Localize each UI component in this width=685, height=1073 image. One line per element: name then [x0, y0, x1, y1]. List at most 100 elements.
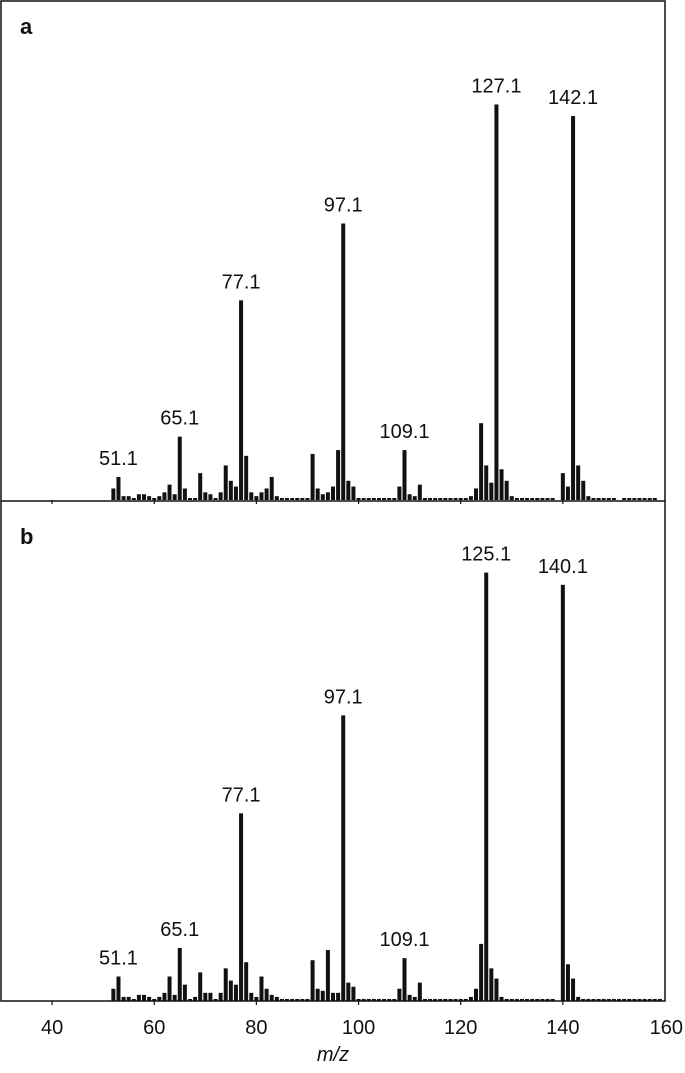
peak-bar-a-152 — [622, 498, 627, 500]
peak-bar-a-145 — [586, 496, 591, 500]
peak-bar-b-63 — [167, 976, 172, 1001]
peak-bar-b-123 — [474, 988, 479, 1001]
panel-letter-a: a — [20, 14, 33, 39]
peak-bar-a-99 — [351, 486, 356, 500]
peak-bar-b-91 — [310, 960, 315, 1001]
peak-bar-a-52 — [111, 488, 116, 500]
peak-bar-b-134 — [530, 998, 535, 1001]
peak-bar-a-150 — [611, 498, 616, 500]
peak-bar-a-53 — [116, 476, 121, 500]
peak-bar-b-141 — [565, 964, 570, 1001]
spectrum-panel-b: b 51.1 65.1 77.1 97.1 109.1 125.1 140.1 — [20, 524, 662, 1005]
peak-bar-a-62 — [162, 492, 167, 500]
peak-label-b-6: 140.1 — [538, 556, 588, 578]
peak-bar-a-114 — [428, 498, 433, 500]
peak-bar-a-82 — [264, 488, 269, 500]
peak-bar-b-59 — [147, 996, 152, 1001]
peak-bar-b-94 — [325, 950, 330, 1001]
peak-bar-b-158 — [652, 998, 657, 1001]
peak-bar-b-86 — [285, 998, 290, 1001]
peak-bar-b-90 — [305, 998, 310, 1001]
peak-bar-a-59 — [147, 496, 152, 500]
peak-bar-a-107 — [392, 498, 397, 500]
peak-bar-a-77 — [239, 300, 244, 500]
peak-bar-b-150 — [611, 998, 616, 1001]
peak-bar-b-79 — [249, 992, 254, 1001]
peak-bar-a-157 — [647, 498, 652, 500]
peak-bar-a-104 — [376, 498, 381, 500]
peak-bar-b-57 — [136, 994, 141, 1001]
peak-bar-a-118 — [448, 498, 453, 500]
peak-bar-b-113 — [422, 998, 427, 1001]
peak-bar-b-145 — [586, 998, 591, 1001]
peak-bar-a-126 — [489, 482, 494, 500]
peak-bar-b-53 — [116, 976, 121, 1001]
peak-bar-b-152 — [622, 998, 627, 1001]
peak-bar-b-114 — [428, 998, 433, 1001]
peak-bar-b-143 — [576, 996, 581, 1001]
peak-bar-a-57 — [136, 494, 141, 500]
peak-bar-a-129 — [504, 480, 509, 500]
peak-bar-b-89 — [300, 998, 305, 1001]
peak-bar-a-56 — [131, 498, 136, 500]
peak-bar-a-111 — [412, 496, 417, 500]
peak-bar-b-120 — [458, 998, 463, 1001]
peak-bar-a-123 — [474, 488, 479, 500]
peak-bar-a-102 — [366, 498, 371, 500]
peak-bar-a-81 — [259, 492, 264, 500]
peak-bar-b-147 — [596, 998, 601, 1001]
peak-label-b-0: 51.1 — [99, 948, 138, 970]
peak-bar-a-148 — [601, 498, 606, 500]
peak-bar-a-65 — [177, 436, 182, 500]
peak-bar-b-105 — [382, 998, 387, 1001]
peak-bar-a-103 — [371, 498, 376, 500]
peak-bar-b-104 — [376, 998, 381, 1001]
peak-bar-a-87 — [290, 498, 295, 500]
peak-bar-b-88 — [295, 998, 300, 1001]
peak-bar-a-121 — [463, 498, 468, 500]
peak-bar-b-64 — [172, 994, 177, 1001]
peak-bar-b-106 — [387, 998, 392, 1001]
peak-label-a-4: 109.1 — [379, 421, 429, 443]
peak-bar-b-133 — [525, 998, 530, 1001]
peak-bar-b-110 — [407, 994, 412, 1001]
peak-bar-b-156 — [642, 998, 647, 1001]
peak-bar-b-83 — [269, 994, 274, 1001]
peak-bar-b-102 — [366, 998, 371, 1001]
peak-bar-a-144 — [581, 480, 586, 500]
peak-bar-a-88 — [295, 498, 300, 500]
peak-label-b-4: 109.1 — [379, 929, 429, 951]
peak-bar-a-140 — [560, 473, 565, 500]
peak-bar-a-119 — [453, 498, 458, 500]
peak-bar-a-79 — [249, 492, 254, 500]
peak-bar-a-143 — [576, 465, 581, 500]
peak-bar-a-60 — [152, 498, 157, 500]
peak-bar-b-142 — [571, 978, 576, 1001]
peak-bar-b-148 — [601, 998, 606, 1001]
peak-bar-a-130 — [509, 496, 514, 500]
x-tick-label-120: 120 — [444, 1017, 477, 1039]
x-tick-label-40: 40 — [41, 1017, 63, 1039]
peak-bar-a-138 — [550, 498, 555, 500]
peak-bar-b-136 — [540, 998, 545, 1001]
peak-bar-b-84 — [274, 996, 279, 1001]
x-tick-label-140: 140 — [546, 1017, 579, 1039]
peak-bar-b-52 — [111, 988, 116, 1001]
peak-bar-b-127 — [494, 978, 499, 1001]
peak-label-a-3: 97.1 — [324, 195, 363, 217]
peak-bar-b-103 — [371, 998, 376, 1001]
peak-bar-b-130 — [509, 998, 514, 1001]
peak-label-a-0: 51.1 — [99, 448, 138, 470]
peak-bar-a-158 — [652, 498, 657, 500]
peak-bar-b-149 — [606, 998, 611, 1001]
peak-bar-b-115 — [433, 998, 438, 1001]
peak-bar-a-125 — [484, 465, 489, 500]
spectrum-panel-a: a 51.1 65.1 77.1 97.1 109.1 127.1 142.1 — [20, 14, 657, 504]
peak-bar-b-81 — [259, 976, 264, 1001]
peak-bar-a-66 — [182, 488, 187, 500]
peak-bar-b-101 — [361, 998, 366, 1001]
peak-bar-a-54 — [121, 496, 126, 500]
peak-bar-a-115 — [433, 498, 438, 500]
panel-letter-b: b — [20, 524, 33, 549]
